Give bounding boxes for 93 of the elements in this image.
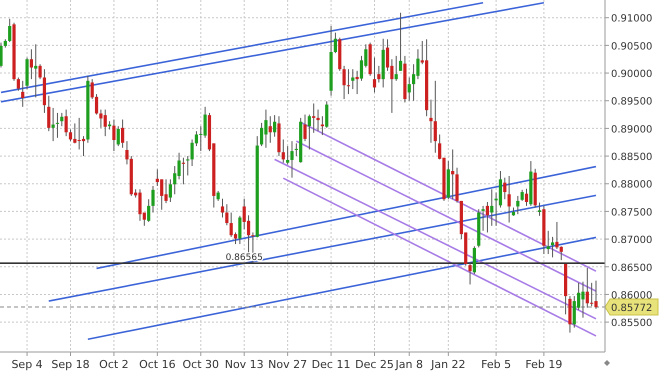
candlestick [520,189,524,202]
y-tick-label: 0.86500 [611,262,652,274]
candlestick [486,202,490,233]
x-tick-label: Feb 19 [525,358,562,371]
candlestick [68,129,72,142]
candlestick [468,262,472,285]
candlestick [64,109,68,137]
candlestick [372,57,376,93]
x-tick-label: Jan 8 [394,358,423,371]
y-tick-label: 0.91000 [611,14,652,25]
candlestick [282,138,285,164]
candlestick [47,95,50,132]
candlestick [147,198,150,222]
candlestick [138,188,142,222]
x-tick-label: Dec 11 [312,358,350,371]
y-tick-label: 0.87500 [611,207,652,218]
candlestick [342,65,346,100]
candlestick [238,215,242,245]
candlestick [34,44,38,98]
candlestick [394,55,398,82]
x-tick-label: Jan 22 [430,358,466,371]
candlestick [104,109,107,137]
candlestick [524,188,528,206]
x-tick-label: Nov 27 [268,358,308,371]
candlestick [346,68,350,95]
candlestick [398,12,402,72]
y-tick-label: 0.89500 [611,96,652,108]
y-tick-label: 0.90500 [611,41,652,52]
candlestick [38,64,42,80]
y-tick-label: 0.88500 [611,152,652,164]
candlestick [30,48,33,80]
candlestick [21,80,24,108]
x-tick-label: Sep 18 [51,358,90,371]
y-tick-label: 0.89000 [611,124,652,136]
x-tick-label: Sep 4 [11,358,43,371]
candlestick [312,102,316,134]
candlestick [555,221,559,250]
candlestick [268,116,272,144]
candlestick [581,281,585,318]
candlestick [508,176,511,223]
x-tick-label: Nov 13 [224,358,264,371]
candlestick [121,119,124,148]
ref-line-label: 0.85772 [611,303,652,314]
candlestick [451,148,454,200]
y-tick-label: 0.85500 [611,318,652,330]
x-tick-label: Oct 2 [99,358,129,371]
candlestick [151,185,155,214]
x-tick-label: Oct 30 [182,358,220,371]
candlestick [160,178,164,210]
candlestick [112,119,116,152]
candlestick [230,212,233,238]
candlestick [434,80,437,154]
candlestick [325,100,328,128]
candlestick [52,107,55,142]
candlestick [377,65,380,83]
candlestick [308,114,311,150]
candlestick [560,246,563,261]
candlestick [546,230,550,255]
y-tick-label: 0.88000 [611,180,652,191]
candlestick [481,205,485,232]
y-tick-label: 0.87000 [611,235,652,246]
candlestick [216,190,220,202]
x-tick-label: Oct 16 [139,358,176,371]
y-tick-label: 0.90000 [611,69,652,80]
x-tick-label: Feb 5 [481,358,512,371]
candlestick [168,178,172,203]
candlestick [303,114,307,142]
candlestick [116,126,120,147]
candlestick [182,157,186,185]
candlestick [490,188,494,226]
candlestick [516,195,520,215]
candlestick [16,76,20,92]
candlestick [225,204,228,226]
candlestick [408,76,411,102]
candlestick [290,140,294,178]
candlestick [220,198,224,218]
candlestick [260,122,264,147]
candlestick [503,177,506,200]
candlestick [572,296,576,328]
candlestick [594,280,598,310]
candlestick [60,112,64,127]
candlestick [8,18,12,43]
candlestick [0,42,3,68]
candlestick [56,112,60,138]
candlestick [351,68,354,90]
candlestick [186,156,190,176]
candlestick [273,114,276,138]
candlestick [164,178,168,204]
candlestick [190,138,194,167]
candlestick [416,48,420,80]
x-tick-label: Dec 25 [355,358,394,371]
candlestick [264,109,268,148]
candlestick [334,32,338,54]
